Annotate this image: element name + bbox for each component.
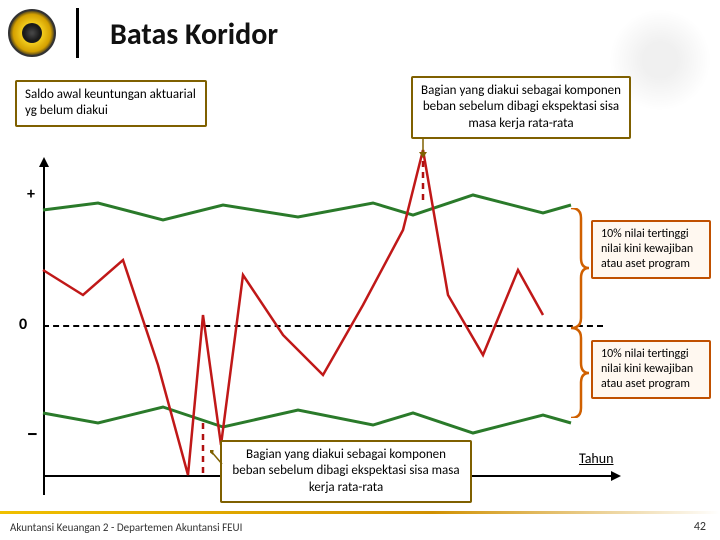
callout-connector-bottom: [210, 450, 224, 468]
box-bagian-diakui-bawah: Bagian yang diakui sebagai komponen beba…: [220, 440, 472, 503]
callout-connector-top: [413, 138, 433, 158]
box-bagian-diakui-atas: Bagian yang diakui sebagai komponen beba…: [411, 76, 631, 139]
lower-bracket-icon: [571, 328, 589, 418]
box-corridor-upper: 10% nilai tertinggi nilai kini kewajiban…: [591, 220, 711, 279]
footer-divider: [0, 511, 720, 514]
box-corridor-lower: 10% nilai tertinggi nilai kini kewajiban…: [591, 340, 711, 399]
chart-lines: [43, 165, 613, 485]
page-title: Batas Koridor: [110, 16, 278, 53]
y-label-plus: +: [27, 185, 35, 204]
y-label-minus: −: [27, 420, 38, 447]
upper-bracket-icon: [571, 208, 589, 328]
footer-text: Akuntansi Keuangan 2 - Departemen Akunta…: [10, 521, 242, 534]
corridor-chart: + 0 − Saldo awal keuntungan aktuarial yg…: [15, 80, 705, 480]
university-logo-icon: [8, 9, 56, 57]
page-number: 42: [694, 520, 706, 534]
box-saldo-awal: Saldo awal keuntungan aktuarial yg belum…: [15, 80, 207, 127]
logo-divider: [76, 8, 79, 58]
y-label-zero: 0: [19, 315, 27, 334]
logo-area: [8, 8, 79, 58]
x-axis-label-tahun: Tahun: [579, 450, 614, 467]
